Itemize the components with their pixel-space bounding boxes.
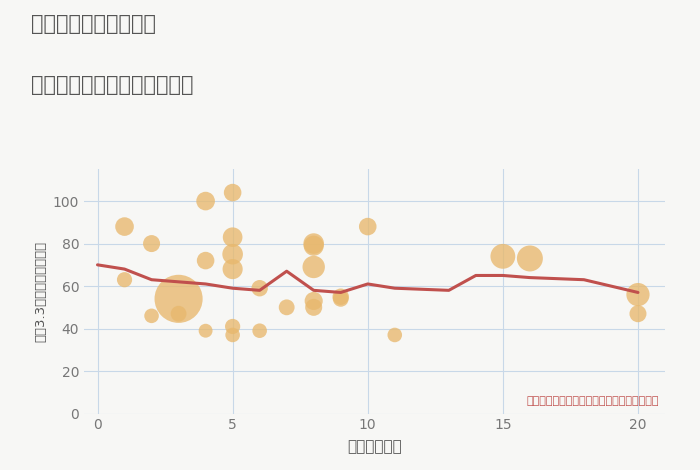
Point [227, 323, 238, 330]
Point [254, 284, 265, 292]
Point [173, 295, 184, 303]
Point [227, 234, 238, 241]
Point [308, 240, 319, 247]
Text: 円の大きさは、取引のあった物件面積を示す: 円の大きさは、取引のあった物件面積を示す [526, 396, 659, 406]
Point [200, 197, 211, 205]
Point [308, 304, 319, 311]
Point [146, 240, 158, 247]
Point [119, 223, 130, 230]
Point [227, 189, 238, 196]
Point [281, 304, 293, 311]
Text: 駅距離別中古マンション価格: 駅距離別中古マンション価格 [32, 75, 194, 95]
Point [308, 242, 319, 250]
Point [524, 255, 536, 262]
X-axis label: 駅距離（分）: 駅距離（分） [347, 439, 402, 454]
Point [308, 263, 319, 271]
Point [173, 310, 184, 317]
Point [200, 327, 211, 335]
Point [632, 291, 643, 298]
Point [308, 297, 319, 305]
Point [200, 257, 211, 264]
Point [335, 295, 346, 303]
Point [389, 331, 400, 339]
Point [119, 276, 130, 283]
Point [497, 252, 508, 260]
Point [335, 293, 346, 300]
Point [632, 310, 643, 317]
Point [146, 312, 158, 320]
Point [362, 223, 373, 230]
Text: 三重県松阪市曽原町の: 三重県松阪市曽原町の [32, 14, 157, 34]
Point [227, 266, 238, 273]
Y-axis label: 坪（3.3㎡）単価（万円）: 坪（3.3㎡）単価（万円） [34, 241, 47, 342]
Point [227, 331, 238, 339]
Point [254, 327, 265, 335]
Point [227, 251, 238, 258]
